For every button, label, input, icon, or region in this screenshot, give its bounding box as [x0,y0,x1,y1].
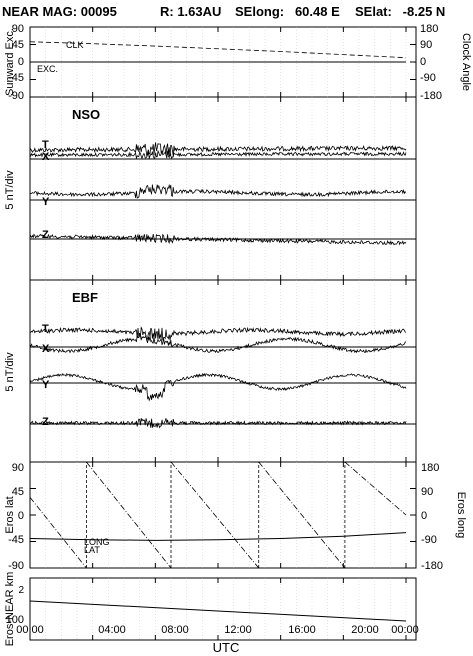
eros-ytick-left-1: 45 [12,486,24,498]
axis-ticks [29,26,416,640]
grid-lines [45,27,407,640]
eros-ytick-right-0: 180 [421,462,439,474]
nso-label-t: T [42,139,49,151]
ebf-ylabel: 5 nT/div [4,352,16,392]
nso-label-z: Z [42,229,49,241]
title-near-mag: NEAR MAG: 00095 [2,4,117,19]
x-axis-label: UTC [213,640,240,655]
x-tick-label-6: 00:00 [391,624,419,636]
clock-ytick-right-3: -90 [420,72,436,84]
panel-distance-frame [29,577,417,641]
eros-ytick-right-2: 0 [421,510,427,522]
nso-label-x: X [42,151,50,163]
nso-title: NSO [72,107,100,122]
clock-ytick-right-1: 90 [420,39,432,51]
x-tick-label-5: 20:00 [351,624,379,636]
clock-ytick-right-0: 180 [420,23,438,35]
eros-long-line-3 [258,461,346,569]
distance-ylabel: Eros-NEAR km [4,572,16,647]
nso-trace-z [29,233,407,246]
eros-ytick-right-3: -90 [421,534,437,546]
panel-ebf-frame [29,279,417,463]
eros-long-line-0 [29,497,87,569]
eros-ytick-left-2: 0 [18,510,24,522]
clock-ytick-left-4: -90 [8,90,24,102]
clock-ytick-right-2: 0 [420,56,426,68]
eros-long-line-2 [170,461,260,569]
title-selong: SElong: 60.48 E [235,4,340,19]
clock-ytick-right-4: -180 [420,90,442,102]
eros-ytick-left-0: 90 [12,462,24,474]
eros-long-line-4 [344,461,407,516]
ebf-trace-t [29,326,407,341]
ebf-trace-z [29,418,407,429]
ebf-title: EBF [72,290,98,305]
ebf-label-y: Y [42,379,50,391]
x-tick-label-1: 04:00 [98,624,126,636]
title-distance: R: 1.63AU [160,4,221,19]
clock-ytick-left-0: 90 [12,23,24,35]
distance-ytick-1: 100 [6,614,24,626]
eros-ylabel-left: Eros lat [4,496,16,533]
clock-ytick-left-2: 0 [18,56,24,68]
x-tick-label-4: 16:00 [288,624,316,636]
clock-series-label-clk: CLK [66,40,84,50]
nso-trace-t [29,142,407,157]
clock-ytick-left-1: 45 [12,39,24,51]
eros-series-label-lat: LAT [84,545,100,555]
nso-trace-y [29,183,407,199]
eros-lat-line [29,532,407,541]
eros-ytick-right-4: -180 [421,560,443,572]
x-tick-label-3: 12:00 [224,624,252,636]
nso-ylabel: 5 nT/div [4,170,16,210]
eros-ytick-left-4: -90 [8,560,24,572]
eros-series-label-long: LONG [84,537,110,547]
panel-nso-frame [29,96,417,281]
x-tick-label-0: 00:00 [16,624,44,636]
ebf-trace-x [29,334,407,354]
ebf-label-t: T [42,323,49,335]
ebf-label-x: X [42,343,50,355]
clock-series-label-exc: EXC. [37,64,58,74]
x-tick-label-2: 08:00 [161,624,189,636]
clock-ylabel-right: Clock Angle [460,33,472,91]
eros-ytick-right-1: 90 [421,486,433,498]
data-traces [29,41,416,622]
clock-ytick-left-3: -45 [8,72,24,84]
distance-line [29,600,407,622]
eros-long-line-1 [86,461,172,569]
clock-angle-line [29,41,407,59]
distance-ytick-0: 2 [18,585,24,596]
nso-label-y: Y [42,196,50,208]
title-selat: SElat: -8.25 N [355,4,445,19]
nso-trace-x [29,149,407,160]
eros-ylabel-right: Eros long [455,492,467,538]
ebf-label-z: Z [42,416,49,428]
ebf-trace-y [29,372,407,402]
clock-ylabel-left: Sunward Exc. [4,28,16,96]
eros-ytick-left-3: -45 [8,534,24,546]
